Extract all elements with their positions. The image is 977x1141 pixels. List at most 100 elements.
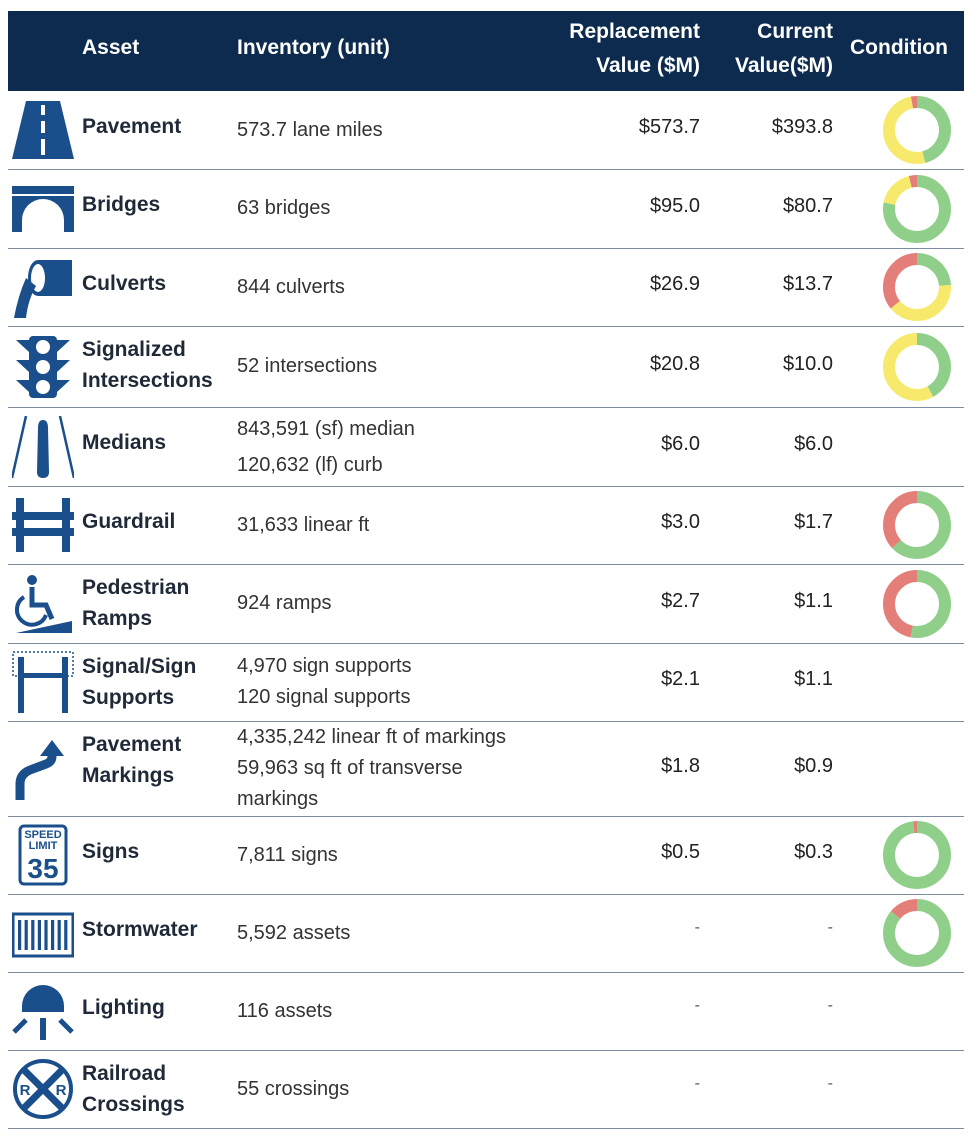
condition-donut-chart xyxy=(880,488,954,562)
condition-poor-segment xyxy=(883,899,951,967)
inventory-cell: 843,591 (sf) median 120,632 (lf) curb xyxy=(237,411,415,483)
condition-donut-chart xyxy=(880,567,954,641)
condition-donut-chart xyxy=(880,172,954,246)
replacement-value: $0.5 xyxy=(661,841,700,863)
condition-donut-chart xyxy=(880,250,954,324)
asset-name: Lighting xyxy=(82,996,165,1019)
condition-fair-segment xyxy=(883,253,951,321)
current-value: $0.3 xyxy=(794,841,833,863)
inventory-line: 55 crossings xyxy=(237,1078,350,1100)
inventory-cell: 116 assets xyxy=(237,996,332,1027)
replacement-value: $2.7 xyxy=(661,590,700,612)
replacement-value: $3.0 xyxy=(661,511,700,533)
street-light-icon xyxy=(12,980,74,1042)
inventory-line: 59,963 sq ft of transverse xyxy=(237,757,463,779)
asset-name: Railroad Crossings xyxy=(82,1062,185,1116)
current-value: $0.9 xyxy=(794,755,833,777)
condition-poor-segment xyxy=(883,96,951,164)
inventory-cell: 63 bridges xyxy=(237,193,330,224)
condition-fair-segment xyxy=(883,96,951,164)
inventory-line: 844 culverts xyxy=(237,276,345,298)
inventory-line: 116 assets xyxy=(237,1000,333,1022)
condition-donut-chart xyxy=(880,330,954,404)
current-value: $1.7 xyxy=(794,511,833,533)
header-current-line2: Value($M) xyxy=(734,54,833,77)
replacement-value: - xyxy=(694,997,700,1014)
asset-name: Medians xyxy=(82,431,167,454)
current-value: - xyxy=(827,1075,833,1092)
inventory-line: 924 ramps xyxy=(237,592,332,614)
inventory-line: 573.7 lane miles xyxy=(237,119,383,141)
asset-name: Signalized Intersections xyxy=(82,338,213,392)
condition-poor-segment xyxy=(883,821,951,889)
svg-text:LIMIT: LIMIT xyxy=(29,840,58,852)
inventory-cell: 31,633 linear ft xyxy=(237,510,369,541)
condition-donut-chart xyxy=(880,93,954,167)
condition-poor-segment xyxy=(883,491,951,559)
table-row-medians: Medians 843,591 (sf) median 120,632 (lf) c… xyxy=(8,407,964,487)
inventory-line: 4,335,242 linear ft of markings xyxy=(237,726,507,748)
storm-grate-icon xyxy=(12,902,74,964)
replacement-value: $20.8 xyxy=(649,353,700,375)
table-row-stormwater: Stormwater 5,592 assets - - xyxy=(8,894,964,973)
header-inventory: Inventory (unit) xyxy=(237,36,390,59)
replacement-value: - xyxy=(694,919,700,936)
bridge-icon xyxy=(12,178,74,240)
condition-donut-chart xyxy=(880,818,954,892)
inventory-line: 120,632 (lf) curb xyxy=(237,454,383,476)
replacement-value: - xyxy=(694,1075,700,1092)
condition-poor-segment xyxy=(883,570,951,638)
wheelchair-ramp-icon xyxy=(12,573,74,635)
header-replacement-line1: Replacement xyxy=(569,20,700,43)
table-row-bridges: Bridges 63 bridges $95.0 $80.7 xyxy=(8,169,964,249)
turn-arrow-icon xyxy=(12,738,74,800)
header-current-value: Current Value($M) xyxy=(683,15,833,83)
table-row-pavement-markings: Pavement Markings 4,335,242 linear ft of m… xyxy=(8,721,964,817)
current-value: $13.7 xyxy=(782,273,833,295)
asset-name: Culverts xyxy=(82,272,167,295)
inventory-cell: 924 ramps xyxy=(237,588,332,619)
table-row-pavement: Pavement 573.7 lane miles $573.7 $393.8 xyxy=(8,91,964,170)
inventory-cell: 4,970 sign supports 120 signal supports xyxy=(237,651,412,713)
asset-name: Stormwater xyxy=(82,918,198,941)
condition-poor-segment xyxy=(883,175,951,243)
table-row-lighting: Lighting 116 assets - - xyxy=(8,972,964,1051)
asset-name: Pedestrian Ramps xyxy=(82,576,190,630)
inventory-line: markings xyxy=(237,788,319,810)
condition-donut-chart xyxy=(880,896,954,970)
culvert-icon xyxy=(12,256,74,318)
replacement-value: $6.0 xyxy=(661,433,700,455)
header-condition: Condition xyxy=(850,36,948,59)
table-row-guardrail: Guardrail 31,633 linear ft $3.0 $1.7 xyxy=(8,486,964,565)
current-value: $393.8 xyxy=(771,116,833,138)
table-row-railroad-crossings: R R Railroad Crossings 55 crossings - - xyxy=(8,1050,964,1129)
inventory-line: 4,970 sign supports xyxy=(237,655,412,677)
table-row-signal-sign-supports: Signal/Sign Supports 4,970 sign supports 12… xyxy=(8,643,964,722)
header-asset: Asset xyxy=(82,36,140,59)
header-current-line1: Current xyxy=(757,20,833,43)
inventory-cell: 844 culverts xyxy=(237,272,345,303)
inventory-line: 31,633 linear ft xyxy=(237,514,370,536)
current-value: $80.7 xyxy=(782,195,833,217)
asset-name: Signs xyxy=(82,840,140,863)
replacement-value: $1.8 xyxy=(661,755,700,777)
table-row-signalized-intersections: Signalized Intersections 52 intersections $… xyxy=(8,326,964,408)
inventory-cell: 7,811 signs xyxy=(237,840,338,871)
table-row-pedestrian-ramps: Pedestrian Ramps 924 ramps $2.7 $1.1 xyxy=(8,564,964,644)
asset-name: Pavement xyxy=(82,115,182,138)
replacement-value: $2.1 xyxy=(661,668,700,690)
speed-limit-sign-icon: SPEED LIMIT 35 xyxy=(12,824,74,886)
condition-fair-segment xyxy=(883,333,951,401)
condition-poor-segment xyxy=(883,253,951,321)
condition-good-segment xyxy=(883,821,951,889)
svg-text:R: R xyxy=(56,1082,67,1099)
inventory-cell: 52 intersections xyxy=(237,351,377,382)
header-replacement-value: Replacement Value ($M) xyxy=(500,15,700,83)
svg-text:R: R xyxy=(20,1082,31,1099)
current-value: $1.1 xyxy=(794,590,833,612)
inventory-line: 7,811 signs xyxy=(237,844,338,866)
inventory-line: 5,592 assets xyxy=(237,922,351,944)
asset-name: Guardrail xyxy=(82,510,176,533)
inventory-cell: 55 crossings xyxy=(237,1074,349,1105)
